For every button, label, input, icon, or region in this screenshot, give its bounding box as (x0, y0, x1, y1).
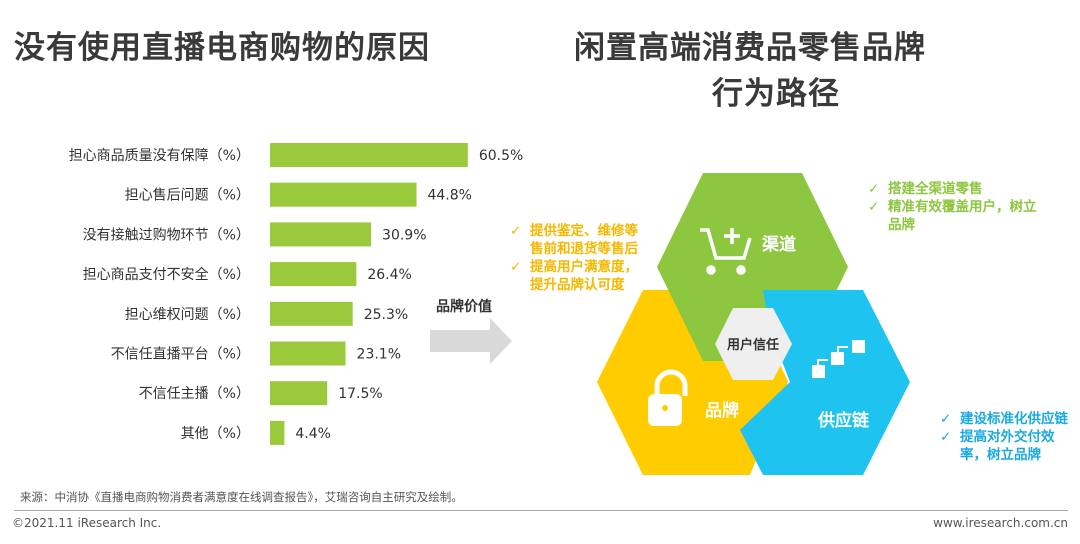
footer-divider (14, 510, 1068, 511)
data-label: 44.8% (427, 188, 471, 204)
channel-hexagon (657, 173, 848, 361)
data-label: 30.9% (382, 227, 426, 243)
category-label: 担心商品质量没有保障（%） (69, 148, 250, 164)
bar-chart: 担心商品质量没有保障（%） 60.5% 担心售后问题（%） 44.8% 没有接触过购物环… (69, 143, 523, 445)
check-icon: ✓ (940, 411, 952, 427)
brand-value-label: 品牌价值 (436, 299, 492, 315)
supply-chain-hexagon (740, 290, 910, 475)
user-trust-hexagon (715, 308, 792, 380)
data-label: 60.5% (479, 148, 523, 164)
bar (270, 262, 357, 287)
bar (270, 381, 328, 406)
steps-icon (812, 340, 865, 378)
bar (270, 341, 346, 366)
cart-plus-icon (700, 228, 752, 275)
bar (270, 143, 468, 167)
lock-icon (648, 369, 688, 426)
category-label: 不信任直播平台（%） (111, 346, 250, 363)
supply-chain-label: 供应链 (817, 410, 870, 431)
diagram-title-line2: 行为路径 (712, 76, 840, 112)
supply-chain-notes: ✓ 建设标准化供应链 ✓ 提高对外交付效率，树立品牌 (940, 410, 1075, 464)
source-note: 来源：中消协《直播电商购物消费者满意度在线调查报告》，艾瑞咨询自主研究及绘制。 (20, 490, 463, 504)
supply-chain-note: 提高对外交付效率，树立品牌 (960, 429, 1055, 463)
check-icon: ✓ (510, 259, 522, 275)
check-icon: ✓ (868, 199, 880, 215)
category-label: 担心维权问题（%） (125, 307, 250, 323)
check-icon: ✓ (868, 181, 880, 197)
supply-chain-note: 建设标准化供应链 (960, 411, 1068, 427)
channel-notes: ✓ 搭建全渠道零售 ✓ 精准有效覆盖用户，树立品牌 (868, 180, 1038, 234)
diagram-title-line1: 闲置高端消费品零售品牌 (574, 30, 926, 66)
data-label: 25.3% (364, 307, 408, 323)
category-label: 没有接触过购物环节（%） (83, 226, 250, 243)
channel-label: 渠道 (761, 234, 796, 255)
channel-note: 搭建全渠道零售 (888, 181, 983, 197)
bar (270, 182, 417, 207)
brand-notes: ✓ 提供鉴定、维修等售前和退货等售后 ✓ 提高用户满意度，提升品牌认可度 (510, 222, 638, 294)
category-label: 其他（%） (181, 426, 250, 442)
copyright: ©2021.11 iResearch Inc. (12, 516, 162, 530)
website-link[interactable]: www.iresearch.com.cn (933, 516, 1068, 530)
brand-note: 提高用户满意度，提升品牌认可度 (530, 259, 638, 293)
bar (270, 222, 372, 247)
brand-hexagon (597, 290, 788, 475)
data-label: 23.1% (357, 347, 401, 363)
data-label: 4.4% (295, 426, 331, 442)
check-icon: ✓ (510, 223, 522, 239)
brand-note: 提供鉴定、维修等售前和退货等售后 (530, 223, 638, 257)
category-label: 担心售后问题（%） (125, 188, 250, 204)
bar (270, 420, 285, 445)
bar (270, 301, 353, 326)
data-label: 17.5% (338, 386, 382, 402)
check-icon: ✓ (940, 429, 952, 445)
category-label: 担心商品支付不安全（%） (83, 266, 250, 283)
chart-title: 没有使用直播电商购物的原因 (14, 30, 430, 66)
user-trust-label: 用户信任 (726, 337, 779, 353)
category-label: 不信任主播（%） (139, 386, 250, 402)
brand-label: 品牌 (705, 400, 739, 421)
channel-note: 精准有效覆盖用户，树立品牌 (888, 199, 1037, 233)
data-label: 26.4% (367, 267, 411, 283)
